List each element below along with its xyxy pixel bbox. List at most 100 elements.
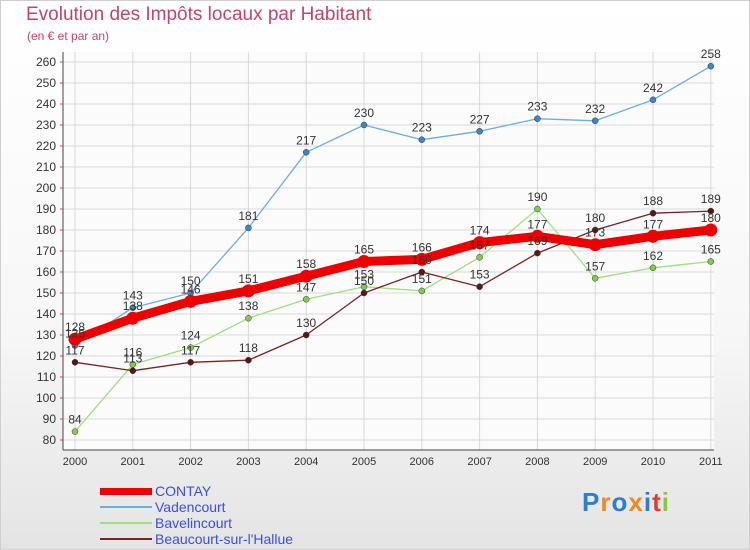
series-2-data-label: 138 <box>238 299 258 313</box>
series-0-data-label: 180 <box>701 211 721 225</box>
y-tick-label: 250 <box>36 76 56 90</box>
series-2-data-label: 162 <box>643 249 663 263</box>
series-3-data-label: 189 <box>701 192 721 206</box>
y-tick-label: 100 <box>36 391 56 405</box>
series-2-point <box>649 264 657 272</box>
series-3-point <box>591 226 599 234</box>
series-1-point <box>360 121 368 129</box>
series-3-data-label: 160 <box>412 253 432 267</box>
logo-letter: o <box>611 487 629 517</box>
logo-letter: i <box>643 487 653 517</box>
series-2-point <box>187 344 194 351</box>
logo-letter: i <box>661 487 670 517</box>
x-tick-label: 2001 <box>121 456 145 468</box>
proxiti-logo: Proxiti <box>582 487 670 518</box>
legend-swatch <box>100 522 152 524</box>
series-2-point <box>418 287 426 295</box>
series-0-data-label: 151 <box>238 272 258 286</box>
series-2-point <box>360 283 368 290</box>
series-0-point <box>299 269 313 283</box>
y-tick-label: 110 <box>37 370 56 384</box>
legend-swatch <box>100 506 152 508</box>
y-tick-label: 210 <box>36 160 56 174</box>
series-3-point <box>129 367 137 374</box>
series-1-data-label: 227 <box>470 112 490 126</box>
series-2-data-label: 167 <box>470 238 490 252</box>
series-2-line <box>74 208 712 433</box>
series-0-data-label: 177 <box>643 217 663 231</box>
series-0-point <box>357 255 371 268</box>
series-2-point <box>534 205 541 213</box>
series-0-point <box>473 236 487 250</box>
series-0-data-label: 173 <box>585 226 605 240</box>
series-2-point <box>302 296 310 303</box>
series-2-data-label: 116 <box>123 345 142 359</box>
y-tick-label: 200 <box>36 181 56 195</box>
series-3-data-label: 117 <box>65 343 84 357</box>
series-3-data-label: 153 <box>470 268 490 282</box>
x-tick-label: 2004 <box>294 456 318 468</box>
series-3-line <box>74 210 712 372</box>
series-3-data-label: 188 <box>643 194 663 208</box>
series-1-data-label: 258 <box>701 47 721 61</box>
y-tick-label: 240 <box>36 97 56 111</box>
series-0-data-label: 177 <box>527 217 547 231</box>
series-0-point <box>588 238 602 252</box>
series-0-point <box>68 332 82 346</box>
series-0-point <box>241 284 255 298</box>
y-tick-label: 80 <box>43 433 57 447</box>
series-2-point <box>707 258 715 265</box>
series-0-point <box>184 294 198 308</box>
legend-label: Beaucourt-sur-l'Hallue <box>155 531 294 547</box>
y-tick-label: 140 <box>36 307 56 321</box>
series-3-data-label: 130 <box>296 316 316 330</box>
series-1-point <box>707 62 715 70</box>
series-1-data-label: 242 <box>643 81 663 95</box>
series-3-point <box>476 283 483 290</box>
series-1-data-label: 232 <box>585 102 605 116</box>
series-1-data-label: 230 <box>354 106 374 120</box>
series-2-point <box>129 361 137 368</box>
series-3-point <box>245 356 252 364</box>
series-2-data-label: 124 <box>181 329 201 343</box>
legend-label: Bavelincourt <box>155 515 233 531</box>
y-tick-label: 220 <box>36 139 56 153</box>
series-0-point <box>704 223 718 237</box>
series-1-point <box>476 128 483 135</box>
logo-letter: x <box>628 487 644 517</box>
y-tick-label: 130 <box>36 328 56 342</box>
x-tick-label: 2006 <box>410 456 434 468</box>
series-3-point <box>534 249 541 257</box>
series-0-point <box>126 311 140 325</box>
series-3-point <box>302 331 310 339</box>
series-3-point <box>418 268 426 276</box>
y-tick-label: 90 <box>43 412 57 426</box>
series-2-data-label: 157 <box>585 259 605 273</box>
series-3-point <box>707 207 715 215</box>
series-3-point <box>360 289 368 297</box>
y-tick-label: 170 <box>36 244 56 258</box>
series-3-data-label: 180 <box>585 211 605 225</box>
x-tick-label: 2003 <box>236 456 260 468</box>
series-1-point <box>591 117 599 125</box>
series-2-point <box>476 254 483 261</box>
legend-label: CONTAY <box>155 483 212 499</box>
series-2-data-label: 190 <box>527 190 547 204</box>
logo-letter: r <box>600 487 612 517</box>
series-1-data-label: 143 <box>123 289 143 303</box>
series-3-point <box>187 359 194 366</box>
y-tick-label: 150 <box>36 286 56 300</box>
series-2-data-label: 153 <box>354 268 374 282</box>
series-2-data-label: 84 <box>68 413 82 427</box>
y-tick-label: 120 <box>36 349 56 363</box>
series-1-point <box>129 304 137 311</box>
series-1-point <box>418 136 426 143</box>
series-2-data-label: 165 <box>701 243 721 257</box>
series-3-data-label: 150 <box>354 274 374 288</box>
x-tick-label: 2011 <box>699 456 723 468</box>
series-1-line <box>74 65 712 347</box>
series-1-data-label: 223 <box>412 121 432 135</box>
x-tick-label: 2000 <box>63 456 87 468</box>
series-3-data-label: 113 <box>123 352 142 366</box>
